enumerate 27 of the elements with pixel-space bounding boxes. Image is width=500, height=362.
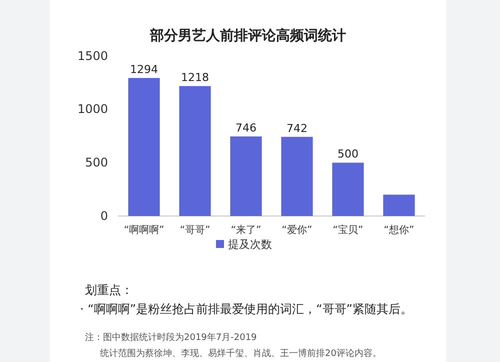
text: 1294 xyxy=(130,62,158,76)
text: 746 xyxy=(236,121,256,134)
text: 注：图中数据统计时段为2019年7月-2019 xyxy=(85,332,258,343)
y-tick-label: 1000 xyxy=(77,102,108,116)
y-tick-label: 1500 xyxy=(77,48,108,63)
x-tick-label: “哥哥” xyxy=(180,225,210,236)
y-tick-label: 0 xyxy=(100,208,108,223)
bar xyxy=(281,136,313,216)
x-tick-label: “宝贝” xyxy=(332,224,364,236)
y-tick-label: 500 xyxy=(85,156,108,170)
bar xyxy=(179,86,211,216)
text: 统计范围为蔡徐坤、李现、易烊千玺、肖战、王一博前排20评论内容。 xyxy=(100,348,382,359)
legend-label: 提及次数 xyxy=(228,238,272,251)
x-tick-label: “来了” xyxy=(230,224,262,236)
bar xyxy=(383,194,415,216)
x-tick-label: “想你” xyxy=(384,224,414,236)
text: 1218 xyxy=(181,71,210,84)
text: 500 xyxy=(337,148,358,161)
bar xyxy=(230,136,262,216)
x-tick-label: “啊啊啊” xyxy=(124,225,164,236)
bar xyxy=(332,162,364,216)
text: · “啊啊啊”是粉丝抢占前排最爱使用的词汇，“哥哥”紧随其后。 xyxy=(80,302,412,316)
bar xyxy=(128,78,160,216)
text: 742 xyxy=(286,122,308,135)
x-tick-label: “爱你” xyxy=(282,224,312,236)
text: 划重点： xyxy=(85,283,133,297)
chart-title: 部分男艺人前排评论高频词统计 xyxy=(149,27,346,44)
